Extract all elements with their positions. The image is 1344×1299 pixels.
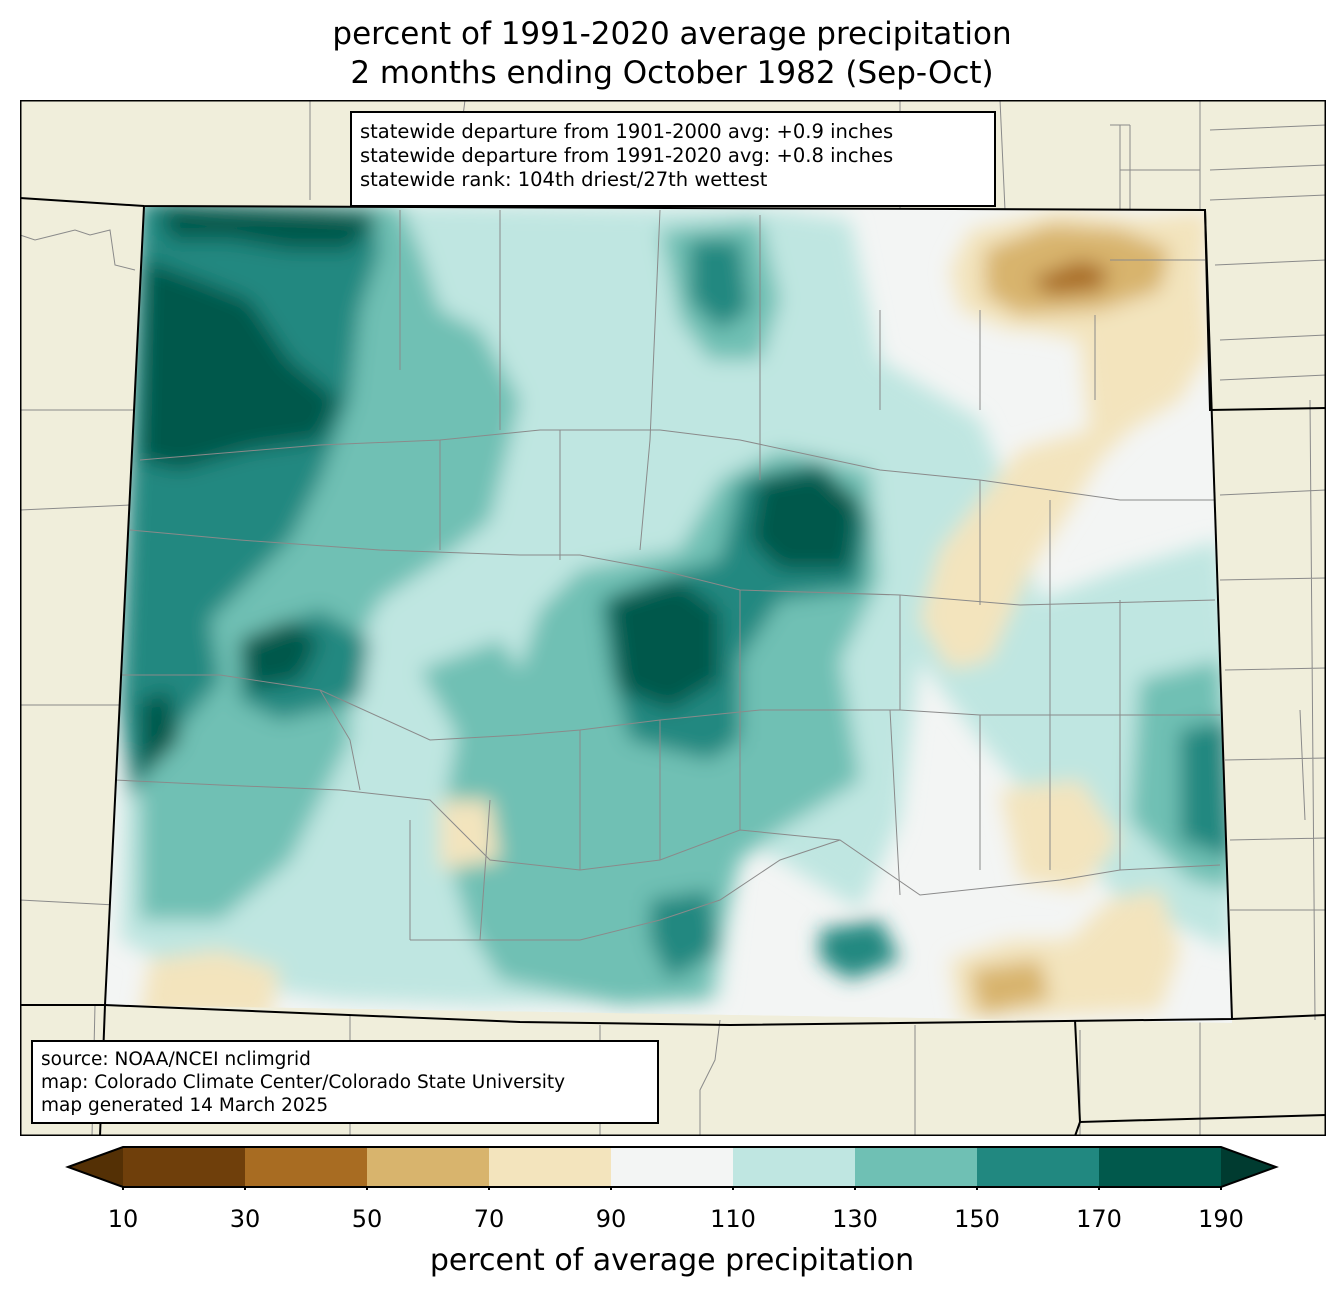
colorbar-tick-170: 170 xyxy=(1076,1205,1122,1233)
colorbar-swatch-90-110 xyxy=(611,1147,733,1187)
colorbar-tick-130: 130 xyxy=(832,1205,878,1233)
colorbar-swatch-10-30 xyxy=(123,1147,245,1187)
colorbar-over-triangle xyxy=(1221,1147,1276,1187)
colorbar-swatch-110-130 xyxy=(733,1147,855,1187)
colorbar-swatch-150-170 xyxy=(977,1147,1099,1187)
colorbar-swatch-70-90 xyxy=(489,1147,611,1187)
colorbar-tick-110: 110 xyxy=(710,1205,756,1233)
colorbar-tick-50: 50 xyxy=(351,1205,383,1233)
map-subtitle: 2 months ending October 1982 (Sep-Oct) xyxy=(350,55,994,91)
colorbar-swatch-130-150 xyxy=(855,1147,977,1187)
colorbar xyxy=(65,1146,1279,1190)
colorbar-tick-190: 190 xyxy=(1198,1205,1244,1233)
source-line-1: source: NOAA/NCEI nclimgrid xyxy=(41,1049,311,1070)
map-frame xyxy=(20,100,1326,1136)
stats-line-1: statewide departure from 1901-2000 avg: … xyxy=(360,120,894,143)
stats-line-3: statewide rank: 104th driest/27th wettes… xyxy=(360,168,768,191)
colorbar-tick-150: 150 xyxy=(954,1205,1000,1233)
colorbar-tick-10: 10 xyxy=(107,1205,139,1233)
colorbar-tick-90: 90 xyxy=(595,1205,627,1233)
statewide-stats-box: statewide departure from 1901-2000 avg: … xyxy=(350,111,996,207)
colorbar-tick-70: 70 xyxy=(473,1205,505,1233)
colorbar-swatch-50-70 xyxy=(367,1147,489,1187)
colorbar-swatch-170-190 xyxy=(1099,1147,1221,1187)
stats-line-2: statewide departure from 1991-2020 avg: … xyxy=(360,144,894,167)
colorbar-swatch-30-50 xyxy=(245,1147,367,1187)
precipitation-field xyxy=(105,206,1232,1023)
precipitation-map xyxy=(20,100,1326,1136)
source-box: source: NOAA/NCEI nclimgrid map: Colorad… xyxy=(31,1040,659,1124)
colorbar-tick-30: 30 xyxy=(229,1205,261,1233)
source-line-3: map generated 14 March 2025 xyxy=(41,1095,329,1116)
state-boundaries xyxy=(20,197,1326,1136)
colorbar-under-triangle xyxy=(68,1147,123,1187)
colorbar-label: percent of average precipitation xyxy=(429,1243,915,1278)
map-title: percent of 1991-2020 average precipitati… xyxy=(332,16,1012,52)
source-line-2: map: Colorado Climate Center/Colorado St… xyxy=(41,1072,566,1093)
colorado-county-lines xyxy=(114,209,1221,941)
